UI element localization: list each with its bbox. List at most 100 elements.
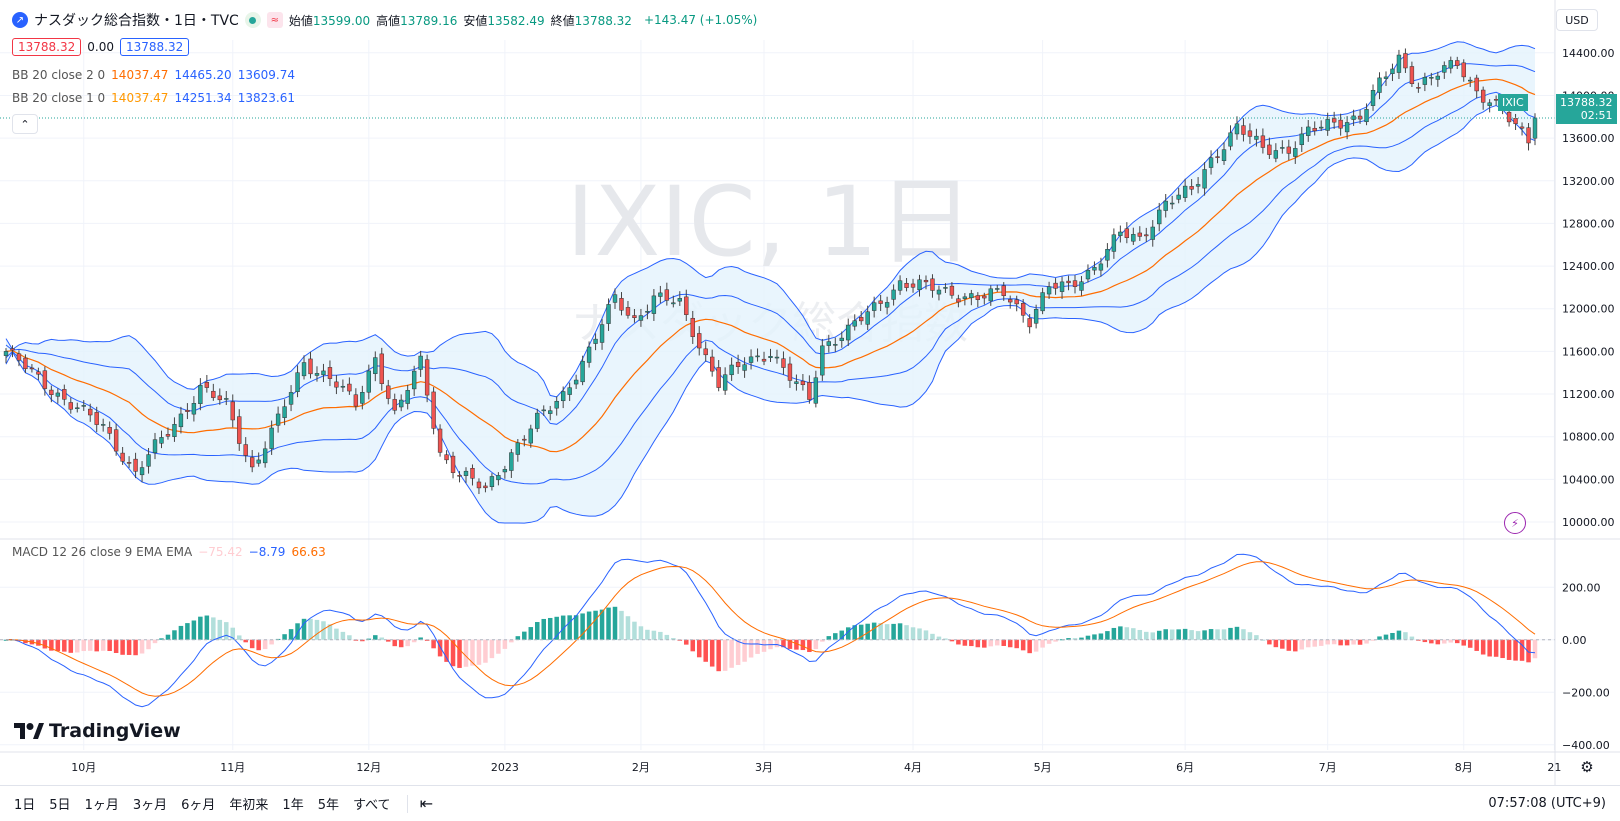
candle-body: [1182, 185, 1188, 198]
time-tick-label: 3月: [755, 761, 773, 774]
range-button[interactable]: 年初来: [229, 798, 269, 813]
candle-body: [211, 390, 216, 398]
macd-histogram-bar: [424, 639, 430, 641]
macd-histogram-bar: [42, 639, 48, 649]
candle-body: [476, 481, 482, 489]
sell-price-box[interactable]: 13788.32: [12, 38, 82, 56]
macd-histogram-bar: [684, 639, 689, 645]
candle-body: [619, 298, 624, 311]
macd-histogram-bar: [632, 621, 637, 640]
range-button[interactable]: 5年: [317, 798, 339, 813]
candle-body: [353, 394, 359, 407]
candle-body: [988, 288, 993, 302]
candle-body: [1526, 127, 1531, 144]
macd-histogram-bar: [1409, 636, 1415, 640]
macd-histogram-bar: [146, 639, 151, 650]
ohlc-values: 始値13599.00 高値13789.16 安値13582.49 終値13788.32: [289, 12, 638, 29]
range-button[interactable]: 6ヶ月: [181, 798, 216, 813]
macd-histogram-bar: [580, 613, 585, 640]
macd-histogram-bar: [787, 639, 793, 649]
candle-body: [373, 357, 378, 374]
candle-body: [1403, 53, 1408, 69]
buy-price-box[interactable]: 13788.32: [119, 38, 190, 56]
macd-histogram-bar: [288, 629, 294, 640]
range-button[interactable]: 1日: [14, 798, 36, 813]
macd-histogram-bar: [910, 627, 916, 640]
macd-histogram-bar: [502, 639, 508, 649]
candle-body: [457, 475, 462, 477]
macd-histogram-bar: [159, 638, 164, 640]
candle-body: [42, 370, 48, 389]
macd-histogram-bar: [94, 639, 99, 652]
symbol-title[interactable]: ナスダック総合指数・1日・TVC: [34, 13, 239, 29]
candle-body: [807, 382, 812, 400]
candle-body: [787, 363, 793, 381]
macd-histogram-bar: [645, 629, 650, 640]
lightning-icon[interactable]: ⚡: [1504, 512, 1526, 534]
macd-histogram-bar: [217, 619, 223, 640]
candle-body: [1377, 77, 1382, 93]
collapse-legend-button[interactable]: ⌃: [12, 114, 38, 134]
price-tick-label: 10800.00: [1562, 431, 1615, 444]
macd-histogram-bar: [956, 639, 961, 645]
symbol-logo-icon: ↗: [12, 12, 28, 28]
tradingview-logo-icon: [14, 723, 44, 739]
candle-body: [884, 302, 890, 308]
range-button[interactable]: 1年: [282, 798, 304, 813]
bb1-legend[interactable]: BB 20 close 1 0 14037.47 14251.34 13823.…: [12, 91, 295, 105]
macd-histogram-bar: [1202, 630, 1207, 640]
candle-body: [230, 401, 235, 421]
candle-body: [962, 296, 968, 299]
macd-histogram-bar: [1383, 634, 1389, 640]
market-status-icon[interactable]: [244, 12, 261, 28]
delayed-data-icon[interactable]: ≈: [266, 12, 283, 28]
candle-body: [781, 358, 786, 368]
macd-histogram-bar: [969, 639, 974, 647]
candle-body: [489, 476, 495, 488]
macd-histogram-bar: [1344, 639, 1350, 646]
range-button[interactable]: すべて: [352, 798, 391, 813]
range-button[interactable]: 5日: [49, 798, 71, 813]
candle-body: [1111, 234, 1117, 252]
macd-histogram-bar: [172, 630, 177, 640]
macd-histogram-bar: [1208, 629, 1214, 640]
macd-histogram-bar: [1461, 639, 1466, 646]
candle-body: [826, 341, 831, 346]
macd-histogram-bar: [1351, 639, 1356, 645]
candle-body: [1461, 62, 1466, 78]
currency-selector[interactable]: USD: [1556, 9, 1598, 31]
candle-body: [878, 300, 883, 304]
candle-body: [1189, 186, 1194, 190]
settings-gear-icon[interactable]: ⚙: [1576, 757, 1598, 777]
candle-body: [295, 372, 300, 393]
candle-body: [956, 298, 961, 303]
macd-histogram-bar: [1072, 638, 1078, 640]
macd-histogram-bar: [522, 631, 527, 640]
tradingview-logo[interactable]: TradingView: [14, 720, 181, 742]
candle-body: [1157, 209, 1162, 225]
macd-histogram-bar: [262, 639, 268, 650]
candle-body: [664, 289, 670, 301]
bb2-legend[interactable]: BB 20 close 2 0 14037.47 14465.20 13609.…: [12, 68, 295, 82]
candle-body: [62, 389, 67, 400]
candle-body: [88, 408, 93, 416]
candle-body: [722, 374, 728, 391]
candle-body: [794, 381, 799, 384]
bb1-basis: 14037.47: [111, 91, 169, 105]
candle-body: [515, 442, 521, 455]
clock[interactable]: 07:57:08 (UTC+9): [1488, 796, 1606, 811]
range-button[interactable]: 3ヶ月: [132, 798, 168, 813]
candle-body: [1280, 147, 1285, 149]
macd-tick-label: −400.00: [1562, 739, 1610, 752]
macd-histogram-bar: [496, 639, 501, 654]
macd-histogram-bar: [671, 638, 676, 640]
date-range-icon[interactable]: ⇤: [419, 794, 433, 813]
range-button[interactable]: 1ヶ月: [84, 798, 119, 813]
macd-legend[interactable]: MACD 12 26 close 9 EMA EMA −75.42 −8.79 …: [12, 545, 326, 559]
candle-body: [891, 289, 896, 300]
candle-body: [1506, 111, 1512, 123]
macd-histogram-bar: [1454, 639, 1460, 644]
time-tick-label: 11月: [220, 761, 245, 774]
candle-body: [1092, 267, 1097, 271]
